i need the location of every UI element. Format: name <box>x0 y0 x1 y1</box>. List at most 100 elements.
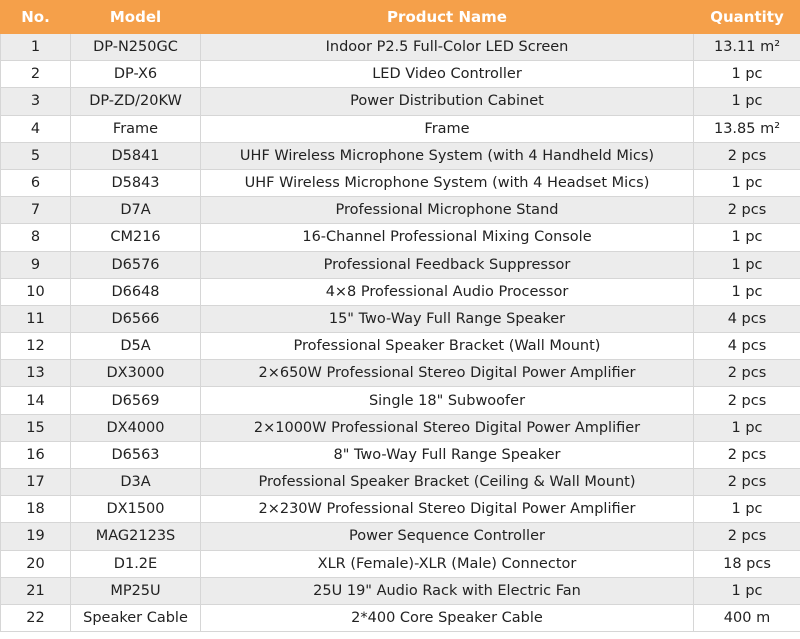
model-cell: D6569 <box>70 386 201 415</box>
product-name-cell: UHF Wireless Microphone System (with 4 H… <box>200 141 694 170</box>
model-cell: Speaker Cable <box>70 603 201 633</box>
quantity-cell: 4 pcs <box>693 332 800 361</box>
model-cell: D6648 <box>70 277 201 306</box>
table-row: 18 DX1500 2×230W Professional Stereo Digit… <box>0 495 800 524</box>
product-name-cell: Indoor P2.5 Full-Color LED Screen <box>200 32 694 62</box>
product-name-cell: LED Video Controller <box>200 60 694 89</box>
table-row: 6 D5843 UHF Wireless Microphone System (wi… <box>0 168 800 198</box>
product-name-cell: 4×8 Professional Audio Processor <box>200 277 694 306</box>
quantity-cell: 1 pc <box>693 413 800 442</box>
model-cell: DX4000 <box>70 413 201 442</box>
table-row: 4 Frame Frame 13.85 m² <box>0 114 800 143</box>
table-row: 12 D5A Professional Speaker Bracket (Wall … <box>0 332 800 361</box>
no-cell: 11 <box>0 304 71 334</box>
model-cell: D1.2E <box>70 549 201 578</box>
table-row: 17 D3A Professional Speaker Bracket (Ceili… <box>0 467 800 497</box>
quantity-cell: 2 pcs <box>693 196 800 225</box>
table-row: 5 D5841 UHF Wireless Microphone System (wi… <box>0 141 800 170</box>
product-name-cell: 8" Two-Way Full Range Speaker <box>200 440 694 470</box>
model-cell: DP-X6 <box>70 60 201 89</box>
quantity-cell: 13.85 m² <box>693 114 800 143</box>
product-name-cell: Professional Speaker Bracket (Ceiling & … <box>200 467 694 497</box>
no-cell: 22 <box>0 603 71 633</box>
quantity-cell: 2 pcs <box>693 359 800 388</box>
quantity-cell: 2 pcs <box>693 141 800 170</box>
quantity-cell: 1 pc <box>693 277 800 306</box>
no-cell: 14 <box>0 386 71 415</box>
table-row: 8 CM216 16-Channel Professional Mixing Con… <box>0 223 800 252</box>
product-name-cell: 2×1000W Professional Stereo Digital Powe… <box>200 413 694 442</box>
no-cell: 13 <box>0 359 71 388</box>
table-row: 16 D6563 8" Two-Way Full Range Speaker 2 pc… <box>0 440 800 470</box>
model-cell: DP-N250GC <box>70 32 201 62</box>
table-row: 20 D1.2E XLR (Female)-XLR (Male) Connector… <box>0 549 800 578</box>
product-name-cell: 2*400 Core Speaker Cable <box>200 603 694 633</box>
product-name-cell: Power Distribution Cabinet <box>200 87 694 116</box>
quantity-cell: 1 pc <box>693 223 800 252</box>
table-row: 11 D6566 15" Two-Way Full Range Speaker 4 p… <box>0 304 800 334</box>
model-cell: D5841 <box>70 141 201 170</box>
product-name-cell: Frame <box>200 114 694 143</box>
product-name-cell: 2×650W Professional Stereo Digital Power… <box>200 359 694 388</box>
no-cell: 19 <box>0 522 71 551</box>
no-cell: 3 <box>0 87 71 116</box>
model-cell: DX1500 <box>70 495 201 524</box>
quantity-cell: 400 m <box>693 603 800 633</box>
no-cell: 4 <box>0 114 71 143</box>
table-row: 9 D6576 Professional Feedback Suppressor 1 … <box>0 250 800 279</box>
model-cell: D3A <box>70 467 201 497</box>
no-cell: 9 <box>0 250 71 279</box>
table-row: 13 DX3000 2×650W Professional Stereo Digit… <box>0 359 800 388</box>
product-name-cell: 2×230W Professional Stereo Digital Power… <box>200 495 694 524</box>
product-name-cell: 15" Two-Way Full Range Speaker <box>200 304 694 334</box>
no-cell: 12 <box>0 332 71 361</box>
quantity-cell: 2 pcs <box>693 467 800 497</box>
no-cell: 18 <box>0 495 71 524</box>
quantity-cell: 18 pcs <box>693 549 800 578</box>
no-cell: 10 <box>0 277 71 306</box>
no-cell: 17 <box>0 467 71 497</box>
quantity-cell: 1 pc <box>693 576 800 605</box>
table-row: 15 DX4000 2×1000W Professional Stereo Digi… <box>0 413 800 442</box>
header-row: No. Model Product Name Quantity <box>0 0 800 34</box>
product-name-cell: Single 18" Subwoofer <box>200 386 694 415</box>
table-row: 1 DP-N250GC Indoor P2.5 Full-Color LED Scr… <box>0 32 800 62</box>
no-cell: 8 <box>0 223 71 252</box>
model-cell: CM216 <box>70 223 201 252</box>
quantity-cell: 1 pc <box>693 87 800 116</box>
table-body: 1 DP-N250GC Indoor P2.5 Full-Color LED Scr… <box>0 32 800 633</box>
product-name-cell: 16-Channel Professional Mixing Console <box>200 223 694 252</box>
quantity-cell: 1 pc <box>693 168 800 198</box>
quantity-cell: 1 pc <box>693 250 800 279</box>
header-cell: Quantity <box>693 0 800 34</box>
table-row: 22 Speaker Cable 2*400 Core Speaker Cable 4… <box>0 603 800 633</box>
model-cell: DX3000 <box>70 359 201 388</box>
product-name-cell: UHF Wireless Microphone System (with 4 H… <box>200 168 694 198</box>
quantity-cell: 2 pcs <box>693 522 800 551</box>
model-cell: D5843 <box>70 168 201 198</box>
model-cell: D5A <box>70 332 201 361</box>
header-cell: No. <box>0 0 71 34</box>
quantity-cell: 4 pcs <box>693 304 800 334</box>
model-cell: D6566 <box>70 304 201 334</box>
model-cell: D7A <box>70 196 201 225</box>
model-cell: MP25U <box>70 576 201 605</box>
no-cell: 21 <box>0 576 71 605</box>
model-cell: D6563 <box>70 440 201 470</box>
table-row: 7 D7A Professional Microphone Stand 2 pcs <box>0 196 800 225</box>
no-cell: 6 <box>0 168 71 198</box>
product-name-cell: XLR (Female)-XLR (Male) Connector <box>200 549 694 578</box>
product-name-cell: Professional Feedback Suppressor <box>200 250 694 279</box>
quantity-cell: 13.11 m² <box>693 32 800 62</box>
product-name-cell: Professional Microphone Stand <box>200 196 694 225</box>
no-cell: 5 <box>0 141 71 170</box>
no-cell: 20 <box>0 549 71 578</box>
model-cell: DP-ZD/20KW <box>70 87 201 116</box>
table-row: 14 D6569 Single 18" Subwoofer 2 pcs <box>0 386 800 415</box>
table-row: 3 DP-ZD/20KW Power Distribution Cabinet 1 p… <box>0 87 800 116</box>
product-name-cell: Power Sequence Controller <box>200 522 694 551</box>
quantity-cell: 2 pcs <box>693 440 800 470</box>
table-row: 19 MAG2123S Power Sequence Controller 2 pcs <box>0 522 800 551</box>
model-cell: Frame <box>70 114 201 143</box>
